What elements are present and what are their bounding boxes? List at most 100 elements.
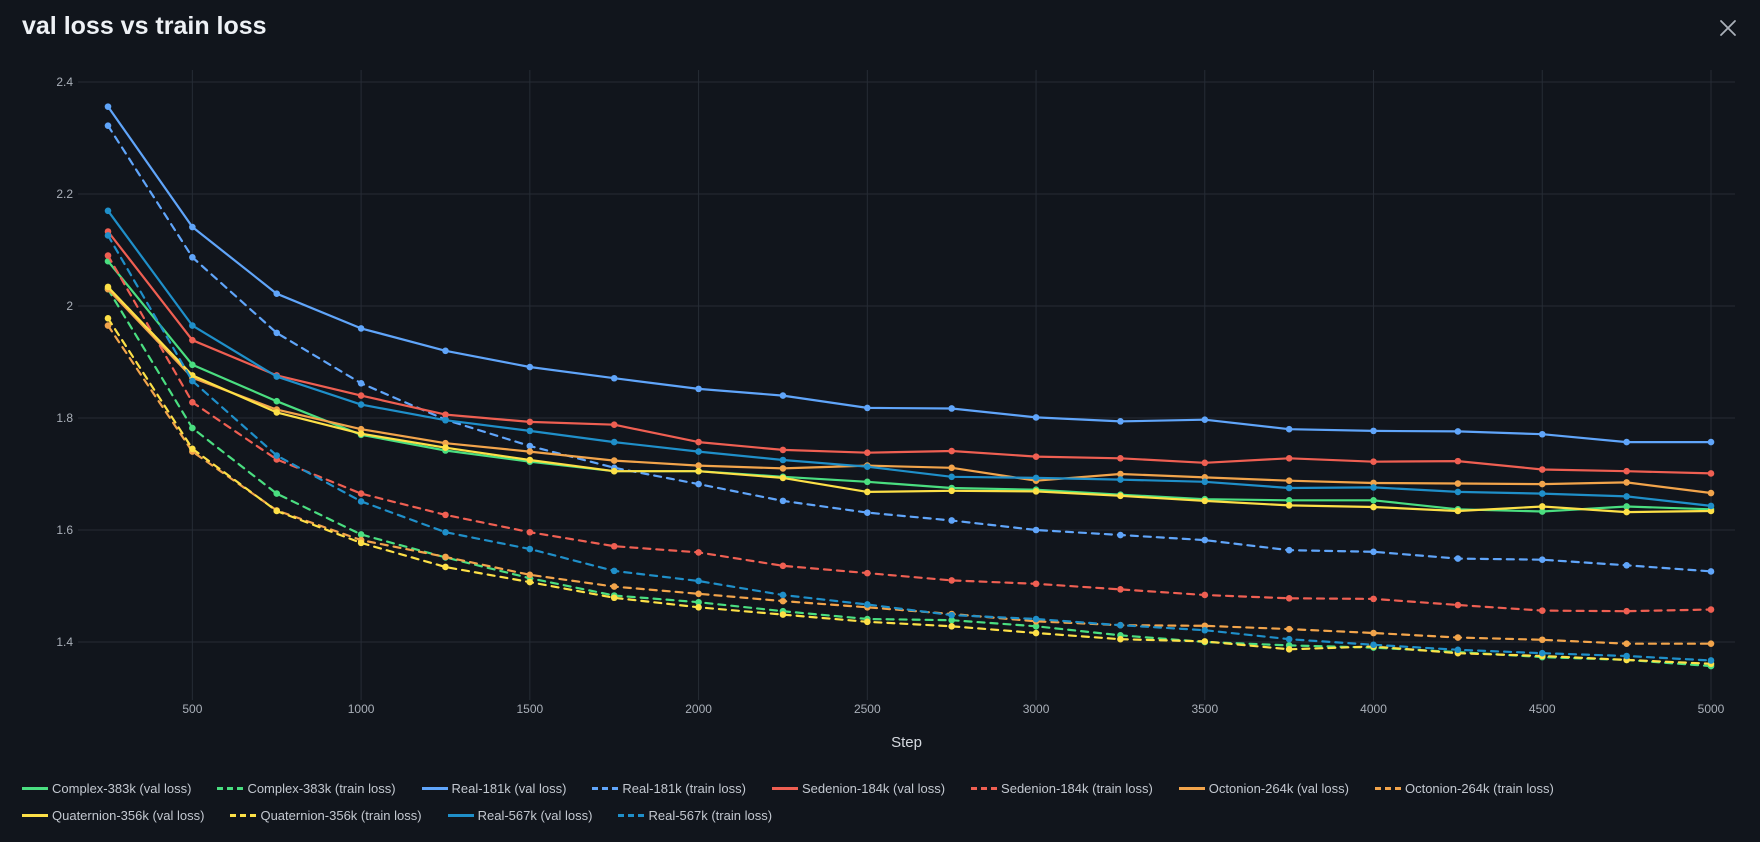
data-point bbox=[104, 103, 112, 110]
data-point bbox=[1032, 623, 1040, 630]
data-point bbox=[273, 373, 281, 380]
data-point bbox=[1707, 507, 1715, 515]
data-point bbox=[357, 498, 365, 505]
data-point bbox=[1201, 536, 1209, 544]
data-point bbox=[1623, 508, 1630, 516]
data-point bbox=[1538, 490, 1546, 497]
data-point bbox=[357, 539, 365, 547]
data-point bbox=[610, 467, 618, 475]
series-line bbox=[106, 234, 1713, 662]
data-point bbox=[1623, 561, 1630, 569]
data-point bbox=[1707, 489, 1715, 497]
legend-label: Real-567k (train loss) bbox=[648, 808, 773, 823]
series-line bbox=[106, 288, 1713, 495]
legend-label: Real-181k (val loss) bbox=[451, 781, 567, 796]
close-icon[interactable] bbox=[1716, 16, 1740, 40]
data-point bbox=[1201, 497, 1209, 505]
series-line bbox=[106, 288, 1713, 668]
data-point bbox=[779, 497, 787, 505]
data-point bbox=[695, 385, 702, 393]
data-point bbox=[1370, 629, 1377, 637]
data-point bbox=[1370, 503, 1377, 511]
data-point bbox=[864, 463, 871, 471]
x-tick-label: 1000 bbox=[348, 702, 375, 716]
legend-item[interactable]: Sedenion-184k (train loss) bbox=[971, 775, 1153, 802]
data-point bbox=[1201, 638, 1209, 645]
legend-item[interactable]: Real-181k (val loss) bbox=[421, 775, 567, 802]
data-point bbox=[1285, 625, 1293, 633]
data-point bbox=[189, 361, 196, 369]
data-point bbox=[1285, 635, 1293, 643]
data-point bbox=[357, 392, 365, 399]
data-point bbox=[610, 457, 618, 464]
y-tick-label: 2.4 bbox=[56, 75, 73, 89]
data-point bbox=[1032, 526, 1040, 534]
data-point bbox=[610, 567, 618, 575]
data-point bbox=[1454, 428, 1462, 435]
data-point bbox=[1032, 629, 1040, 637]
data-point bbox=[779, 562, 787, 570]
data-point bbox=[610, 542, 618, 550]
data-point bbox=[1117, 635, 1124, 643]
data-point bbox=[442, 528, 449, 536]
x-tick-label: 2500 bbox=[854, 702, 881, 716]
data-point bbox=[1117, 492, 1124, 500]
legend-label: Octonion-264k (val loss) bbox=[1208, 781, 1349, 796]
data-point bbox=[526, 545, 534, 553]
y-tick-label: 1.6 bbox=[56, 523, 73, 537]
data-point bbox=[273, 490, 281, 497]
legend-item[interactable]: Octonion-264k (val loss) bbox=[1178, 775, 1349, 802]
data-point bbox=[1285, 546, 1293, 554]
x-tick-label: 3500 bbox=[1191, 702, 1218, 716]
data-point bbox=[695, 467, 702, 475]
data-point bbox=[1623, 652, 1630, 660]
legend-item[interactable]: Quaternion-356k (val loss) bbox=[22, 802, 204, 829]
legend-swatch bbox=[592, 787, 619, 790]
legend-item[interactable]: Complex-383k (val loss) bbox=[22, 775, 191, 802]
data-point bbox=[1370, 497, 1377, 504]
data-point bbox=[1538, 503, 1546, 510]
data-point bbox=[1454, 480, 1462, 487]
x-tick-label: 5000 bbox=[1698, 702, 1725, 716]
data-point bbox=[1538, 636, 1546, 644]
data-point bbox=[1538, 480, 1546, 488]
data-point bbox=[1707, 438, 1715, 446]
data-point bbox=[526, 448, 534, 455]
data-point bbox=[1032, 488, 1040, 495]
data-point bbox=[1032, 453, 1040, 460]
legend-item[interactable]: Real-567k (val loss) bbox=[447, 802, 592, 829]
legend-item[interactable]: Real-567k (train loss) bbox=[618, 802, 772, 829]
legend-item[interactable]: Octonion-264k (train loss) bbox=[1374, 775, 1554, 802]
legend-item[interactable]: Real-181k (train loss) bbox=[592, 775, 746, 802]
data-point bbox=[1454, 601, 1462, 609]
data-point bbox=[1285, 484, 1293, 492]
data-point bbox=[779, 597, 787, 605]
data-point bbox=[1623, 479, 1630, 486]
series-line bbox=[106, 260, 1713, 513]
data-point bbox=[189, 372, 196, 379]
data-point bbox=[864, 569, 871, 577]
data-point bbox=[1707, 568, 1715, 575]
data-point bbox=[104, 322, 112, 329]
legend-item[interactable]: Sedenion-184k (val loss) bbox=[771, 775, 945, 802]
series-line bbox=[106, 317, 1713, 665]
series-line bbox=[106, 254, 1713, 613]
data-point bbox=[1707, 606, 1715, 613]
legend-item[interactable]: Complex-383k (train loss) bbox=[217, 775, 396, 802]
legend-item[interactable]: Quaternion-356k (train loss) bbox=[230, 802, 422, 829]
x-tick-label: 2000 bbox=[685, 702, 712, 716]
data-point bbox=[1285, 477, 1293, 485]
data-point bbox=[695, 603, 702, 611]
data-point bbox=[442, 563, 449, 571]
data-point bbox=[610, 374, 618, 382]
data-point bbox=[610, 583, 618, 590]
data-point bbox=[189, 424, 196, 432]
line-chart: 1.4 1.6 1.8 2 2.2 2.4 500 1000 1500 2000 2500 3000 3… bbox=[56, 70, 1735, 751]
data-point bbox=[273, 507, 281, 515]
data-point bbox=[1370, 548, 1377, 556]
data-point bbox=[610, 594, 618, 602]
data-point bbox=[1032, 580, 1040, 588]
data-point bbox=[104, 315, 112, 322]
data-point bbox=[1707, 657, 1715, 664]
data-point bbox=[610, 421, 618, 429]
